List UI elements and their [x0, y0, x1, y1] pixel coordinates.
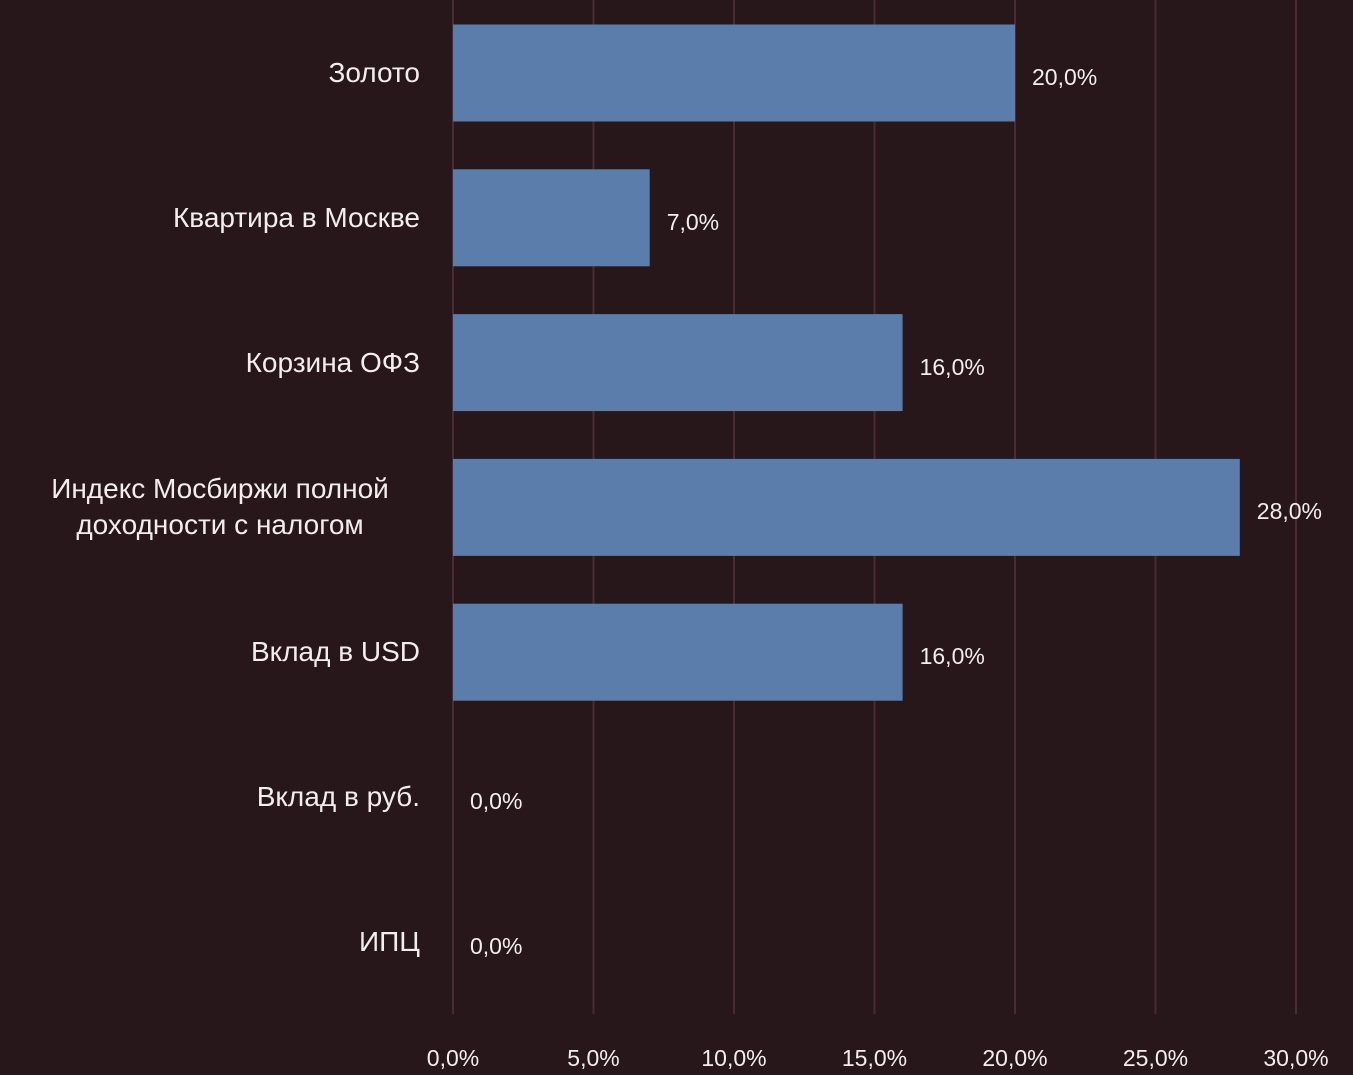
value-label: 0,0%: [470, 788, 523, 814]
x-tick-label: 0,0%: [426, 1045, 480, 1071]
value-label: 16,0%: [919, 353, 985, 380]
x-tick-label: 25,0%: [1122, 1045, 1189, 1071]
bar: [453, 458, 1240, 556]
x-tick-label: 20,0%: [982, 1045, 1048, 1071]
y-tick-label: Вклад в руб.: [256, 781, 420, 812]
bar: [453, 603, 903, 701]
y-tick-label: Квартира в Москве: [172, 201, 420, 233]
value-label: 16,0%: [919, 643, 985, 670]
y-tick-label: Вклад в USD: [250, 636, 420, 668]
bar: [453, 169, 650, 267]
value-label: 28,0%: [1256, 498, 1323, 525]
value-label: 7,0%: [666, 208, 720, 235]
x-tick-label: 15,0%: [841, 1045, 908, 1071]
x-tick-label: 5,0%: [567, 1045, 620, 1071]
y-tick-label: Индекс Мосбиржи полной доходности с нало…: [51, 473, 389, 541]
y-tick-label: Золото: [328, 57, 420, 88]
y-tick-label: Корзина ОФЗ: [245, 346, 420, 378]
bar: [453, 24, 1015, 122]
x-tick-label: 30,0%: [1263, 1045, 1329, 1071]
x-tick-label: 10,0%: [701, 1045, 767, 1071]
value-label: 0,0%: [470, 932, 523, 959]
y-tick-label: ИПЦ: [359, 925, 420, 957]
bar: [453, 314, 903, 412]
value-label: 20,0%: [1032, 64, 1098, 90]
